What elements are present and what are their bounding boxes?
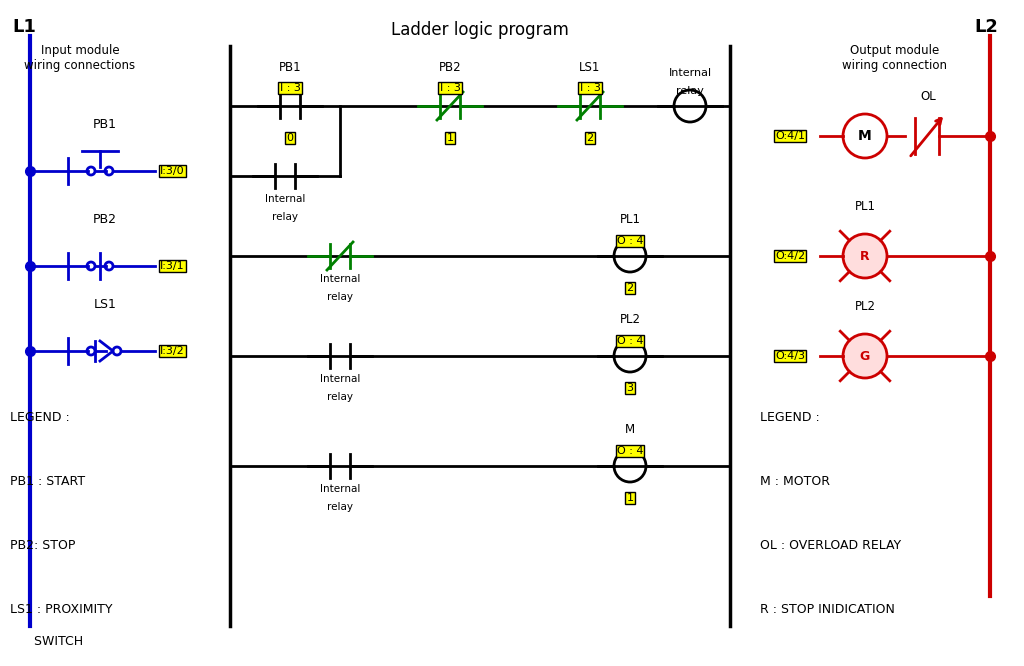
Text: I:3/0: I:3/0	[160, 166, 184, 176]
Text: OL: OL	[921, 90, 936, 103]
Text: L2: L2	[974, 18, 998, 36]
Text: O:4/1: O:4/1	[775, 131, 805, 141]
Text: I:3/1: I:3/1	[160, 261, 184, 271]
Text: relay: relay	[327, 292, 353, 302]
Text: Internal: Internal	[319, 484, 360, 494]
Text: O : 4: O : 4	[616, 236, 643, 246]
Circle shape	[843, 114, 887, 158]
Text: relay: relay	[676, 86, 703, 96]
Text: 2: 2	[627, 283, 634, 293]
Text: OL : OVERLOAD RELAY: OL : OVERLOAD RELAY	[760, 539, 901, 552]
Text: O:4/3: O:4/3	[775, 351, 805, 361]
Text: PL2: PL2	[854, 300, 876, 313]
Text: PB1: PB1	[93, 118, 117, 131]
Text: R: R	[860, 250, 869, 262]
Text: 0: 0	[287, 133, 294, 143]
Text: PL1: PL1	[854, 200, 876, 213]
Text: LS1: LS1	[93, 298, 117, 311]
Text: PL1: PL1	[620, 213, 640, 226]
Text: R : STOP INIDICATION: R : STOP INIDICATION	[760, 603, 895, 616]
Text: PB1 : START: PB1 : START	[10, 475, 85, 488]
Text: LEGEND :: LEGEND :	[10, 411, 70, 424]
Text: I:3/2: I:3/2	[160, 346, 184, 356]
Text: LS1 : PROXIMITY: LS1 : PROXIMITY	[10, 603, 113, 616]
Text: Internal: Internal	[319, 374, 360, 384]
Text: Output module
wiring connection: Output module wiring connection	[843, 44, 947, 72]
Text: 2: 2	[587, 133, 594, 143]
Text: LS1: LS1	[580, 61, 601, 74]
Circle shape	[843, 334, 887, 378]
Text: O : 4: O : 4	[616, 446, 643, 456]
Text: 3: 3	[627, 383, 634, 393]
Text: O:4/2: O:4/2	[775, 251, 805, 261]
Text: 1: 1	[627, 493, 634, 503]
Text: I : 3: I : 3	[439, 83, 461, 93]
Text: M: M	[858, 129, 871, 143]
Text: Internal: Internal	[265, 194, 305, 204]
Text: Internal: Internal	[319, 274, 360, 284]
Text: SWITCH: SWITCH	[10, 635, 83, 648]
Text: relay: relay	[327, 392, 353, 402]
Text: G: G	[860, 350, 870, 362]
Circle shape	[843, 234, 887, 278]
Text: PL2: PL2	[620, 313, 640, 326]
Text: PB2: STOP: PB2: STOP	[10, 539, 76, 552]
Text: PB1: PB1	[279, 61, 301, 74]
Text: Internal: Internal	[669, 68, 712, 78]
Text: relay: relay	[272, 212, 298, 222]
Text: M : MOTOR: M : MOTOR	[760, 475, 830, 488]
Text: L1: L1	[12, 18, 36, 36]
Text: PB2: PB2	[93, 213, 117, 226]
Text: I : 3: I : 3	[280, 83, 300, 93]
Text: Ladder logic program: Ladder logic program	[391, 21, 569, 39]
Text: M: M	[625, 423, 635, 436]
Text: relay: relay	[327, 502, 353, 512]
Text: O : 4: O : 4	[616, 336, 643, 346]
Text: PB2: PB2	[438, 61, 462, 74]
Text: Input module
wiring connections: Input module wiring connections	[25, 44, 135, 72]
Text: I : 3: I : 3	[580, 83, 600, 93]
Text: LEGEND :: LEGEND :	[760, 411, 820, 424]
Text: 1: 1	[446, 133, 454, 143]
